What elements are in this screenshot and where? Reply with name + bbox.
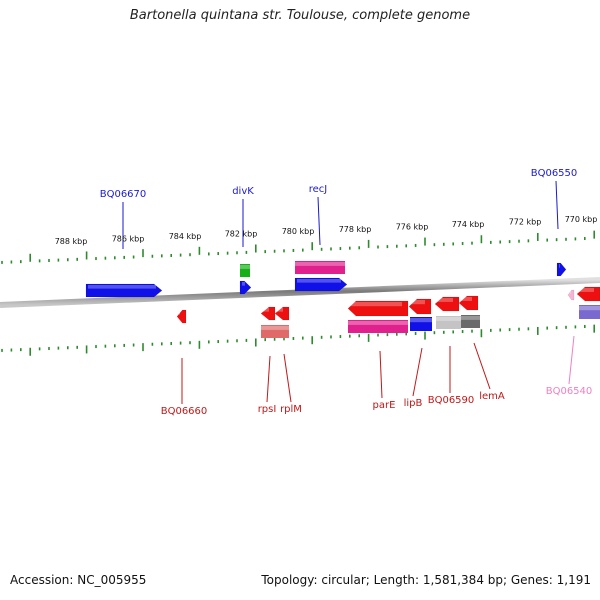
kbp-tick-label: 780 kbp [282, 227, 315, 236]
gene-arrow-BQ06540-shine [570, 291, 571, 294]
kbp-tick-label: 770 kbp [565, 215, 598, 224]
gene-labels: BQ06670 divK recJ BQ06550 BQ06660 rpsI rplM par… [100, 168, 593, 417]
gene-arrow-BQ06590-shine [437, 298, 453, 302]
gene-arrow-lemA-shine [461, 297, 472, 301]
gene-label-recJ: recJ [309, 184, 328, 195]
gene-label-parE: parE [373, 400, 396, 411]
gene-bar-recJ-magenta-shine [295, 262, 345, 266]
gene-arrow-parE [347, 300, 409, 317]
leader-line-lemA [473, 342, 491, 390]
gene-arrow-rpsI [260, 306, 276, 321]
gene-bar-rps-rpl [261, 325, 289, 338]
gene-arrow-edge [576, 286, 600, 302]
gene-label-rpsI: rpsI [258, 404, 277, 415]
gene-arrow-rplM-shine [277, 308, 283, 312]
leader-line-BQ06540 [568, 335, 575, 385]
kbp-labels: 788 kbp 786 kbp 784 kbp 782 kbp 780 kbp 778 k… [55, 215, 598, 246]
gene-label-rplM: rplM [280, 404, 302, 415]
gene-arrow-rplM [274, 306, 290, 321]
gene-bar-lipB-blue [410, 317, 432, 331]
gene-bar-recJ-magenta [295, 261, 345, 274]
leader-line-rplM [283, 353, 292, 403]
gene-arrow-BQ06670 [85, 283, 163, 298]
gene-arrow-BQ06550 [556, 262, 567, 277]
gene-bar-BQ06590-gray [436, 316, 461, 329]
scale-ticks [1, 230, 596, 356]
gene-label-BQ06550: BQ06550 [531, 168, 578, 179]
gene-label-BQ06670: BQ06670 [100, 189, 147, 200]
gene-label-BQ06540: BQ06540 [546, 386, 593, 397]
gene-label-BQ06590: BQ06590 [428, 395, 475, 406]
gene-arrow-divK [239, 280, 252, 295]
gene-arrow-BQ06660 [176, 309, 187, 324]
leader-line-BQ06550 [555, 180, 559, 230]
gene-arrow-BQ06660-shine [179, 311, 180, 315]
accession-text: Accession: NC_005955 [10, 573, 147, 587]
leader-line-rpsI [266, 355, 271, 403]
leader-line-recJ [317, 196, 321, 246]
gene-bar-rps-rpl-shine [261, 326, 289, 330]
gene-arrow-rpsI-shine [263, 308, 269, 312]
gene-bar-divK-green-shine [240, 265, 250, 269]
gene-bar-lemA-gray [461, 315, 480, 328]
gene-arrow-BQ06550-shine [559, 264, 560, 268]
leader-line-lipB [412, 347, 423, 397]
gene-label-lipB: lipB [404, 398, 423, 409]
genome-backbone [0, 277, 600, 308]
gene-arrow-divK-shine [242, 282, 245, 286]
map-title: Bartonella quintana str. Toulouse, compl… [129, 8, 471, 23]
gene-arrow-lipB-shine [411, 300, 425, 305]
kbp-tick-label: 772 kbp [509, 217, 542, 226]
gene-label-divK: divK [232, 186, 254, 197]
kbp-tick-label: 776 kbp [396, 222, 429, 231]
gene-bar-lemA-gray-shine [461, 316, 480, 320]
gene-bar-parE-magenta-shine [348, 321, 408, 325]
kbp-tick-label: 786 kbp [112, 235, 145, 244]
gene-label-BQ06660: BQ06660 [161, 406, 208, 417]
gene-arrow-recJ [294, 277, 348, 292]
gene-arrow-parE-shine [350, 302, 402, 307]
gene-bar-edge-lavender [579, 305, 600, 319]
gene-arrow-lemA [458, 295, 479, 311]
gene-arrow-BQ06540 [567, 289, 575, 301]
gene-arrow-BQ06590 [434, 296, 460, 312]
label-leaders [122, 180, 575, 404]
gene-bar-lipB-blue-shine [410, 318, 432, 323]
gene-bar-BQ06590-gray-shine [436, 317, 461, 321]
kbp-tick-label: 788 kbp [55, 237, 88, 246]
kbp-tick-label: 784 kbp [169, 232, 202, 241]
gene-bar-parE-magenta [348, 320, 408, 333]
genome-stats-text: Topology: circular; Length: 1,581,384 bp… [261, 573, 591, 587]
leader-line-parE [379, 350, 383, 399]
kbp-tick-label: 774 kbp [452, 220, 485, 229]
gene-label-lemA: lemA [479, 391, 505, 402]
kbp-tick-label: 782 kbp [225, 230, 258, 239]
gene-features [85, 261, 600, 338]
gene-bar-divK-green [240, 264, 250, 277]
gene-arrow-BQ06670-shine [88, 285, 156, 289]
gene-arrow-edge-shine [579, 288, 594, 292]
gene-arrow-lipB [408, 298, 432, 315]
gene-arrow-recJ-shine [297, 279, 341, 283]
kbp-tick-label: 778 kbp [339, 225, 372, 234]
gene-bar-edge-lavender-shine [579, 306, 600, 311]
